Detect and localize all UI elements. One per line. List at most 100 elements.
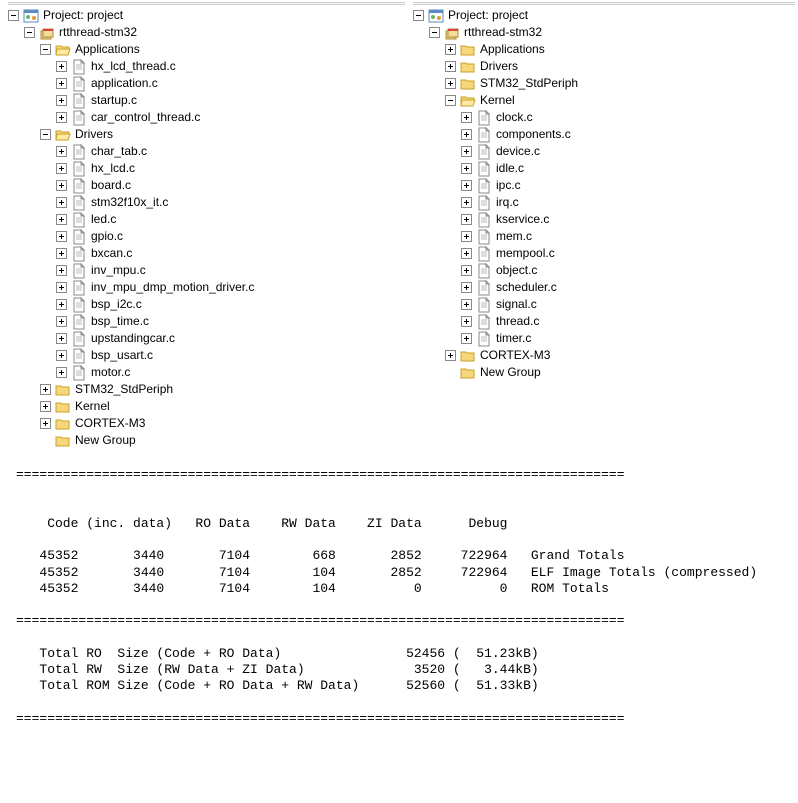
group-kernel[interactable]: Kernel: [40, 398, 405, 415]
expand-icon[interactable]: [461, 231, 472, 242]
group-stm32-stdperiph[interactable]: STM32_StdPeriph: [40, 381, 405, 398]
group-kernel[interactable]: Kernel: [445, 92, 795, 109]
tree-item-label: startup.c: [91, 92, 137, 109]
expand-icon[interactable]: [56, 180, 67, 191]
tree-item-label: kservice.c: [496, 211, 549, 228]
file-item[interactable]: kservice.c: [461, 211, 795, 228]
expand-icon[interactable]: [40, 418, 51, 429]
collapse-icon[interactable]: [445, 95, 456, 106]
collapse-icon[interactable]: [413, 10, 424, 21]
expand-icon[interactable]: [445, 78, 456, 89]
expand-icon[interactable]: [445, 61, 456, 72]
project-target[interactable]: rtthread-stm32: [429, 24, 795, 41]
group-new-group[interactable]: New Group: [40, 432, 405, 449]
expand-icon[interactable]: [56, 214, 67, 225]
file-item[interactable]: ipc.c: [461, 177, 795, 194]
expand-icon[interactable]: [461, 282, 472, 293]
expand-icon[interactable]: [461, 163, 472, 174]
file-item[interactable]: mempool.c: [461, 245, 795, 262]
expand-icon[interactable]: [461, 129, 472, 140]
expand-icon[interactable]: [56, 299, 67, 310]
file-item[interactable]: bsp_time.c: [56, 313, 405, 330]
file-item[interactable]: hx_lcd_thread.c: [56, 58, 405, 75]
expand-icon[interactable]: [56, 78, 67, 89]
group-applications[interactable]: Applications: [445, 41, 795, 58]
expand-icon[interactable]: [56, 333, 67, 344]
group-stm32-stdperiph[interactable]: STM32_StdPeriph: [445, 75, 795, 92]
file-item[interactable]: scheduler.c: [461, 279, 795, 296]
expand-icon[interactable]: [56, 248, 67, 259]
expand-icon[interactable]: [461, 333, 472, 344]
expand-icon[interactable]: [56, 61, 67, 72]
file-item[interactable]: hx_lcd.c: [56, 160, 405, 177]
expand-icon[interactable]: [461, 299, 472, 310]
file-item[interactable]: device.c: [461, 143, 795, 160]
expand-icon[interactable]: [56, 367, 67, 378]
expand-icon[interactable]: [445, 44, 456, 55]
folder-icon: [460, 76, 476, 92]
file-item[interactable]: board.c: [56, 177, 405, 194]
file-item[interactable]: bsp_i2c.c: [56, 296, 405, 313]
expand-icon[interactable]: [461, 265, 472, 276]
group-new-group[interactable]: New Group: [445, 364, 795, 381]
expand-icon[interactable]: [56, 146, 67, 157]
expand-icon[interactable]: [56, 350, 67, 361]
file-item[interactable]: application.c: [56, 75, 405, 92]
expand-icon[interactable]: [56, 197, 67, 208]
collapse-icon[interactable]: [40, 129, 51, 140]
collapse-icon[interactable]: [24, 27, 35, 38]
file-item[interactable]: led.c: [56, 211, 405, 228]
tree-item-label: device.c: [496, 143, 540, 160]
expand-icon[interactable]: [56, 95, 67, 106]
expand-icon[interactable]: [56, 282, 67, 293]
project-target[interactable]: rtthread-stm32: [24, 24, 405, 41]
file-item[interactable]: upstandingcar.c: [56, 330, 405, 347]
expand-icon[interactable]: [461, 180, 472, 191]
expand-icon[interactable]: [56, 265, 67, 276]
file-item[interactable]: components.c: [461, 126, 795, 143]
file-item[interactable]: bsp_usart.c: [56, 347, 405, 364]
file-item[interactable]: car_control_thread.c: [56, 109, 405, 126]
expand-icon[interactable]: [461, 146, 472, 157]
expand-icon[interactable]: [461, 112, 472, 123]
tree-item-label: CORTEX-M3: [480, 347, 550, 364]
file-item[interactable]: inv_mpu.c: [56, 262, 405, 279]
expand-icon[interactable]: [56, 316, 67, 327]
file-item[interactable]: object.c: [461, 262, 795, 279]
expand-icon[interactable]: [56, 163, 67, 174]
file-item[interactable]: char_tab.c: [56, 143, 405, 160]
file-item[interactable]: motor.c: [56, 364, 405, 381]
file-item[interactable]: inv_mpu_dmp_motion_driver.c: [56, 279, 405, 296]
tree-item-label: mempool.c: [496, 245, 555, 262]
file-item[interactable]: mem.c: [461, 228, 795, 245]
file-item[interactable]: clock.c: [461, 109, 795, 126]
expand-icon[interactable]: [445, 350, 456, 361]
project-root[interactable]: Project: project: [413, 7, 795, 24]
expand-icon[interactable]: [461, 214, 472, 225]
project-root[interactable]: Project: project: [8, 7, 405, 24]
expand-icon[interactable]: [56, 231, 67, 242]
expand-icon[interactable]: [461, 197, 472, 208]
expand-icon[interactable]: [40, 384, 51, 395]
collapse-icon[interactable]: [429, 27, 440, 38]
file-item[interactable]: thread.c: [461, 313, 795, 330]
group-drivers[interactable]: Drivers: [40, 126, 405, 143]
group-drivers[interactable]: Drivers: [445, 58, 795, 75]
group-applications[interactable]: Applications: [40, 41, 405, 58]
file-item[interactable]: irq.c: [461, 194, 795, 211]
file-item[interactable]: stm32f10x_it.c: [56, 194, 405, 211]
expand-icon[interactable]: [40, 401, 51, 412]
file-item[interactable]: bxcan.c: [56, 245, 405, 262]
expand-icon[interactable]: [56, 112, 67, 123]
expand-icon[interactable]: [461, 316, 472, 327]
file-item[interactable]: signal.c: [461, 296, 795, 313]
collapse-icon[interactable]: [40, 44, 51, 55]
group-cortex-m3[interactable]: CORTEX-M3: [40, 415, 405, 432]
group-cortex-m3[interactable]: CORTEX-M3: [445, 347, 795, 364]
file-item[interactable]: idle.c: [461, 160, 795, 177]
file-item[interactable]: startup.c: [56, 92, 405, 109]
file-item[interactable]: gpio.c: [56, 228, 405, 245]
collapse-icon[interactable]: [8, 10, 19, 21]
expand-icon[interactable]: [461, 248, 472, 259]
file-item[interactable]: timer.c: [461, 330, 795, 347]
